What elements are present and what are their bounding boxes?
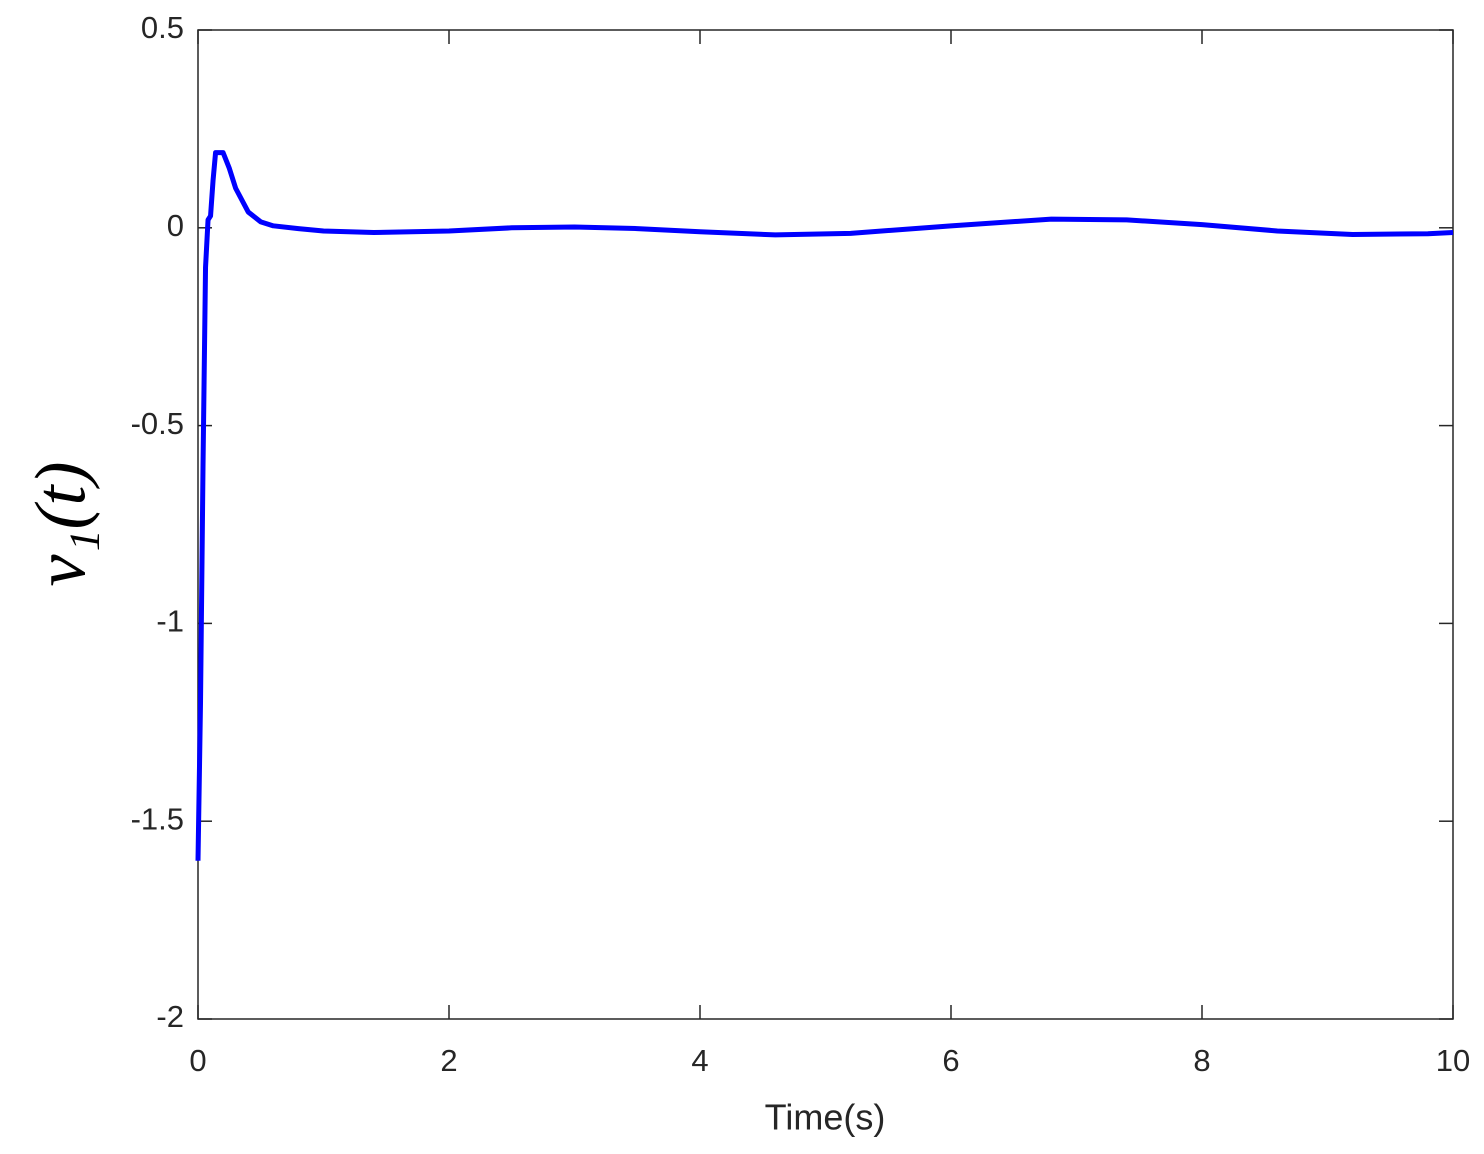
y-tick-label: -2 [156, 999, 184, 1034]
y-tick-label: -1 [156, 604, 184, 639]
x-axis-label: Time(s) [765, 1097, 886, 1138]
x-tick-label: 10 [1436, 1043, 1470, 1078]
y-tick-label: -1.5 [131, 801, 184, 836]
x-tick-label: 6 [942, 1043, 959, 1078]
x-tick-label: 4 [691, 1043, 708, 1078]
y-axis-label: ν₁(t) [21, 462, 101, 587]
plot-frame [197, 29, 1454, 1020]
y-tick-label: -0.5 [131, 406, 184, 441]
y-tick-label: 0 [167, 208, 184, 243]
x-tick-label: 0 [189, 1043, 206, 1078]
x-tick-label: 8 [1193, 1043, 1210, 1078]
data-line [195, 150, 1454, 861]
y-tick-label: 0.5 [141, 10, 184, 45]
x-tick-label: 2 [440, 1043, 457, 1078]
